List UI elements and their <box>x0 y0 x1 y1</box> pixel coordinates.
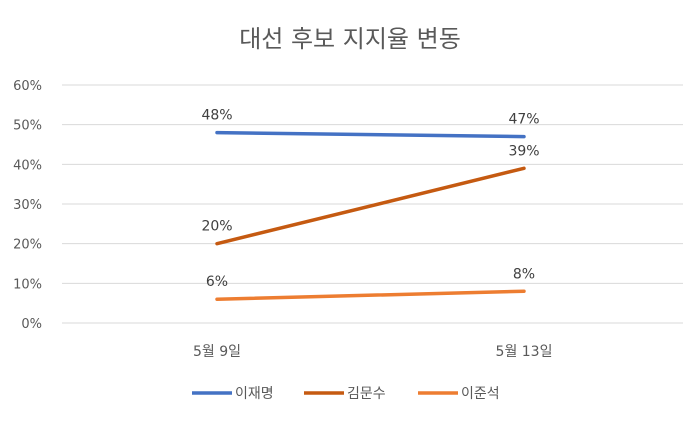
data-label: 48% <box>201 108 232 124</box>
x-category-label: 5월 9일 <box>193 344 241 360</box>
y-axis-ticks: 0% 10% 20% 30% 40% 50% 60% <box>13 79 42 332</box>
legend-label: 김문수 <box>347 386 386 402</box>
data-label: 39% <box>508 143 539 159</box>
legend-label: 이재명 <box>235 386 274 402</box>
legend: 이재명 김문수 이준석 <box>192 386 500 402</box>
y-tick-label: 10% <box>13 277 42 292</box>
series-line <box>215 289 526 301</box>
gridlines <box>62 84 683 324</box>
data-label: 6% <box>206 274 228 290</box>
series-line <box>215 130 526 139</box>
y-tick-label: 50% <box>13 119 42 134</box>
data-label: 47% <box>508 112 539 128</box>
series-line <box>215 166 526 246</box>
y-tick-label: 0% <box>21 317 42 332</box>
x-category-label: 5월 13일 <box>496 344 553 360</box>
legend-label: 이준석 <box>461 386 500 402</box>
y-tick-label: 60% <box>13 79 42 94</box>
y-tick-label: 30% <box>13 198 42 213</box>
data-labels: 48% 47% 20% 39% 6% 8% <box>201 108 539 291</box>
x-axis-categories: 5월 9일 5월 13일 <box>193 344 552 360</box>
y-tick-label: 40% <box>13 158 42 173</box>
y-tick-label: 20% <box>13 238 42 253</box>
series-lines <box>215 130 526 301</box>
data-label: 20% <box>201 219 232 235</box>
data-label: 8% <box>513 266 535 282</box>
chart-title: 대선 후보 지지율 변동 <box>239 25 461 53</box>
